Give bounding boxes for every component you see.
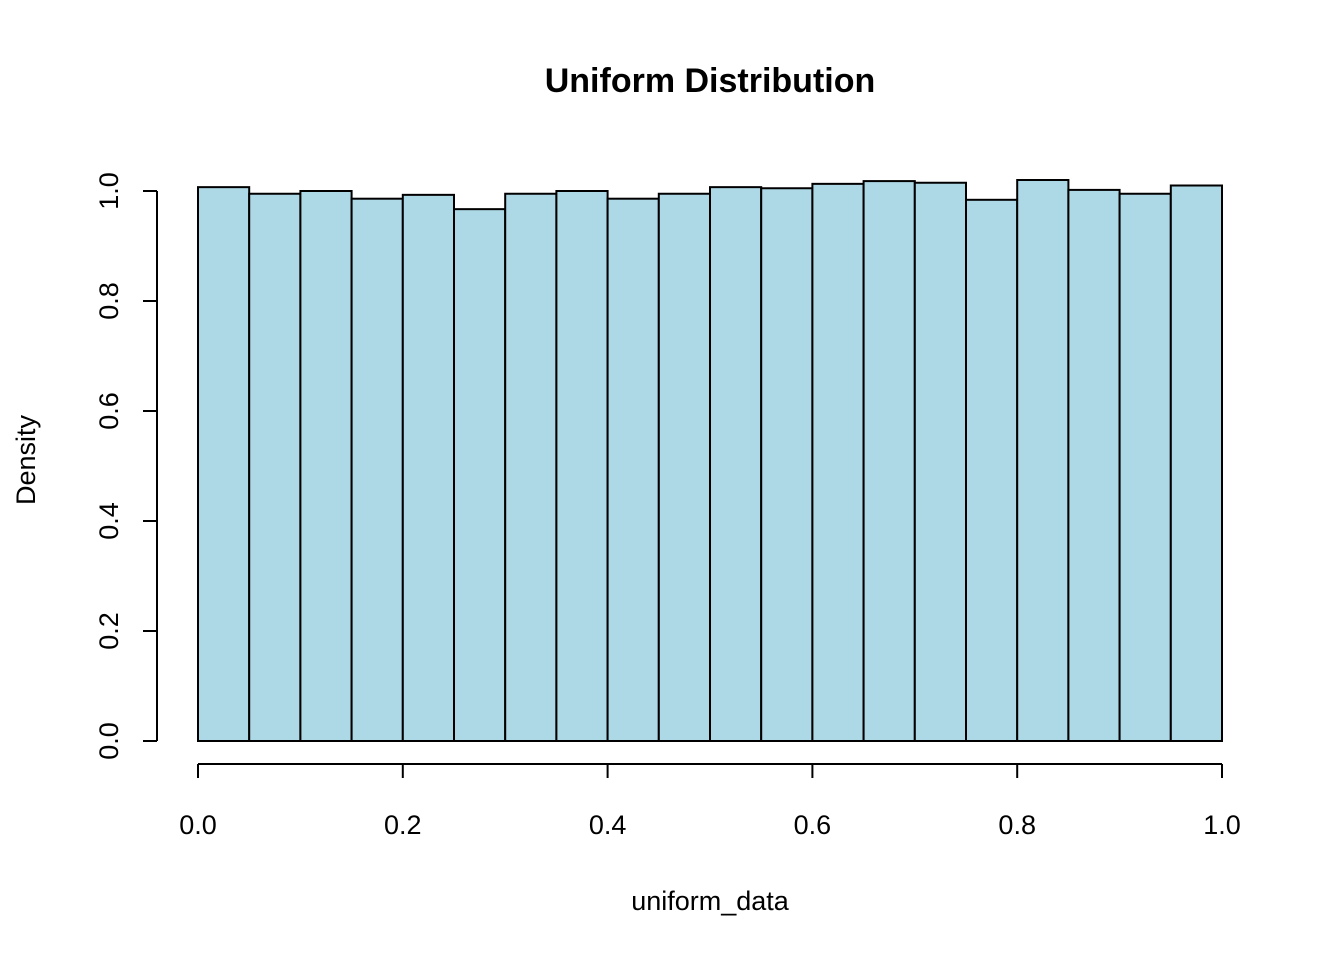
histogram-bar [657, 192, 711, 742]
histogram-bar [760, 187, 814, 742]
x-tick-label: 0.4 [589, 810, 627, 840]
y-tick-label: 0.0 [94, 722, 124, 760]
histogram-bar [248, 192, 302, 742]
histogram-bar [811, 182, 865, 743]
x-tick-label: 1.0 [1203, 810, 1241, 840]
x-axis-label: uniform_data [631, 886, 790, 916]
y-axis-label: Density [11, 414, 41, 505]
y-axis: 0.0 0.2 0.4 0.6 0.8 1.0 [94, 172, 158, 760]
y-tick-label: 0.6 [94, 392, 124, 430]
y-tick-label: 0.4 [94, 502, 124, 540]
histogram-bar [504, 192, 558, 742]
y-tick-label: 0.8 [94, 282, 124, 320]
histogram-bar [913, 181, 967, 742]
histogram-bar [1067, 188, 1121, 742]
histogram-bar [709, 186, 763, 742]
histogram-bar [555, 190, 609, 742]
histogram-bar [197, 186, 251, 742]
x-tick-label: 0.2 [384, 810, 422, 840]
histogram-bar [453, 208, 507, 742]
histogram-bar [862, 180, 916, 743]
histogram-bar [965, 198, 1019, 743]
x-tick-label: 0.8 [998, 810, 1036, 840]
chart-title: Uniform Distribution [545, 62, 876, 100]
y-tick-label: 1.0 [94, 172, 124, 210]
x-tick-label: 0.0 [179, 810, 217, 840]
x-axis: 0.0 0.2 0.4 0.6 0.8 1.0 [179, 763, 1241, 840]
histogram-bar [299, 190, 353, 742]
x-tick-label: 0.6 [794, 810, 832, 840]
histogram-bar [606, 197, 660, 742]
bars-group [197, 179, 1224, 743]
histogram-bar [350, 197, 404, 742]
histogram-bar [1118, 192, 1172, 742]
y-tick-label: 0.2 [94, 612, 124, 650]
histogram-bar [1016, 179, 1070, 742]
histogram-bar [1169, 184, 1224, 742]
histogram-bar [401, 193, 455, 743]
